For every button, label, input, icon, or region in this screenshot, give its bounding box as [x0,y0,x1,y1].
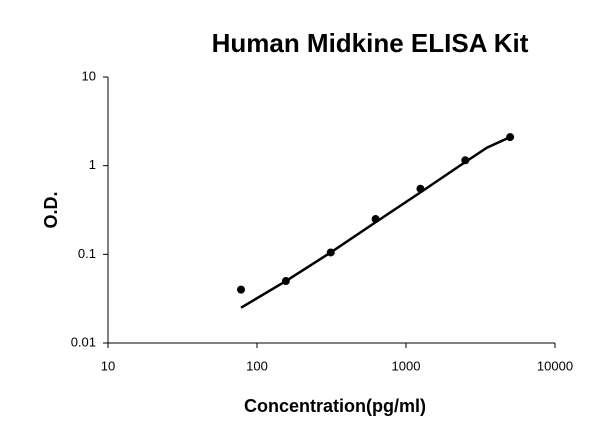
y-tick-label: 0.1 [78,246,96,261]
y-tick-label: 0.01 [71,334,96,349]
y-tick-label: 10 [82,68,96,83]
y-axis-title: O.D. [41,191,61,228]
x-tick-label: 100 [246,358,268,373]
x-tick-label: 1000 [392,358,421,373]
x-tick-label: 10000 [537,358,573,373]
chart-title: Human Midkine ELISA Kit [212,28,529,58]
y-tick-label: 1 [89,157,96,172]
x-tick-label: 10 [101,358,115,373]
fit-curve [240,135,511,309]
data-point [237,285,246,294]
x-axis-title: Concentration(pg/ml) [244,396,426,416]
